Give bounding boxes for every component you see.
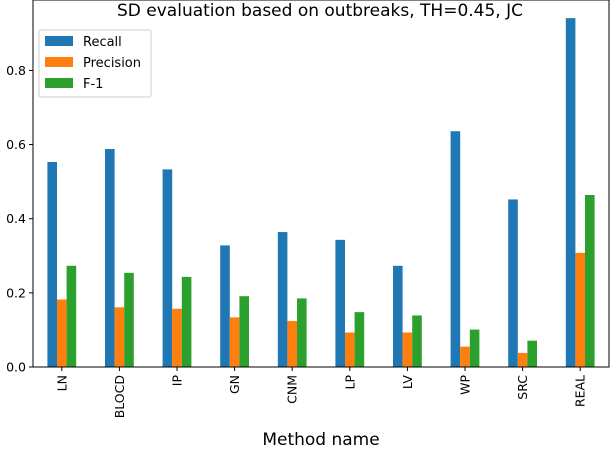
x-tick-label-lv: LV xyxy=(400,375,415,390)
bar-f-1-blocd xyxy=(124,272,134,367)
legend: Recall Precision F-1 xyxy=(38,29,152,98)
bar-recall-lp xyxy=(335,239,345,367)
bar-f-1-wp xyxy=(469,329,480,367)
bar-recall-blocd xyxy=(105,149,115,367)
x-tick-label-lp: LP xyxy=(342,375,357,390)
x-axis: LN BLOCD IP GN CNM LP LV WP SRC REAL xyxy=(54,367,588,418)
y-tick-label: 0.2 xyxy=(6,285,26,300)
bar-recall-ln xyxy=(47,162,57,367)
bar-precision-ln xyxy=(57,299,67,367)
x-axis-label: Method name xyxy=(262,430,379,450)
bar-precision-wp xyxy=(460,346,470,367)
bar-recall-src xyxy=(508,199,518,367)
bars xyxy=(47,18,595,367)
bar-f-1-gn xyxy=(239,296,249,367)
legend-label-precision: Precision xyxy=(83,56,141,71)
bar-recall-gn xyxy=(220,245,230,367)
bar-f-1-cnm xyxy=(297,298,307,367)
bar-precision-src xyxy=(517,352,528,367)
chart-title: SD evaluation based on outbreaks, TH=0.4… xyxy=(117,1,523,21)
bar-f-1-real xyxy=(585,194,595,367)
x-tick-label-wp: WP xyxy=(458,375,473,395)
y-tick-label: 0.8 xyxy=(6,63,26,78)
bar-precision-real xyxy=(575,252,585,367)
bar-precision-lv xyxy=(402,332,413,367)
bar-recall-wp xyxy=(450,131,461,367)
bar-f-1-ip xyxy=(181,276,192,367)
bar-precision-gn xyxy=(229,317,240,367)
y-axis: 0.0 0.2 0.4 0.6 0.8 xyxy=(6,63,33,375)
bar-recall-lv xyxy=(393,265,403,367)
bar-precision-lp xyxy=(345,332,355,367)
y-tick-label: 0.6 xyxy=(6,137,26,152)
x-tick-label-src: SRC xyxy=(515,375,530,400)
legend-swatch-f-1 xyxy=(45,78,73,88)
legend-swatch-recall xyxy=(45,36,73,46)
bar-f-1-lp xyxy=(354,312,365,367)
x-tick-label-ip: IP xyxy=(170,375,185,387)
bar-precision-blocd xyxy=(114,307,125,367)
plot-frame xyxy=(32,0,610,368)
bar-f-1-ln xyxy=(66,265,77,367)
bar-f-1-lv xyxy=(412,315,422,367)
legend-label-f-1: F-1 xyxy=(83,77,103,92)
bar-recall-real xyxy=(565,18,576,367)
x-tick-label-real: REAL xyxy=(573,375,588,407)
y-tick-label: 0.4 xyxy=(6,211,26,226)
x-tick-label-gn: GN xyxy=(227,375,242,394)
bar-precision-ip xyxy=(172,308,182,367)
bar-f-1-src xyxy=(527,340,537,367)
bar-recall-ip xyxy=(162,169,173,367)
legend-label-recall: Recall xyxy=(83,35,122,50)
bar-precision-cnm xyxy=(287,321,297,367)
x-tick-label-blocd: BLOCD xyxy=(112,375,127,418)
x-tick-label-cnm: CNM xyxy=(285,375,300,404)
y-tick-label: 0.0 xyxy=(6,360,26,375)
bar-recall-cnm xyxy=(277,232,288,367)
x-tick-label-ln: LN xyxy=(54,375,69,391)
legend-swatch-precision xyxy=(45,57,73,67)
